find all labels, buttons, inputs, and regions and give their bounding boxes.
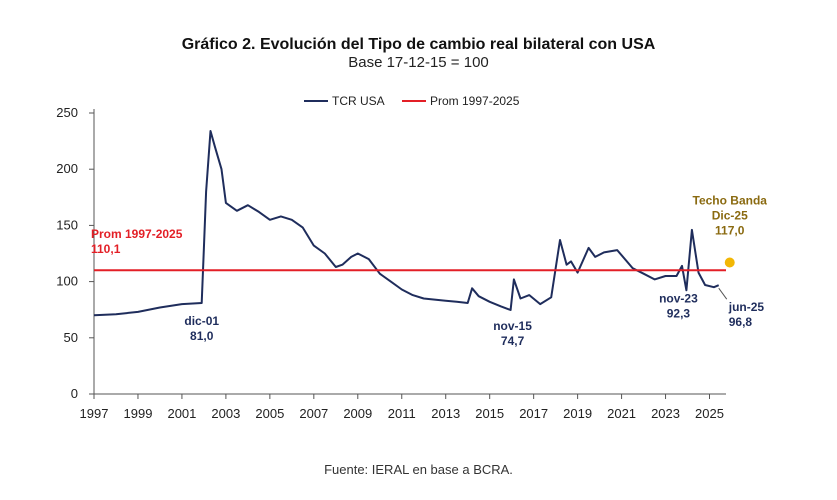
x-axis: 1997 1999 2001 2003 2005 2007 2009 2011 2013 2015… (80, 393, 726, 421)
chart-subtitle: Base 17-12-15 = 100 (348, 54, 489, 71)
x-tick-label: 2007 (299, 406, 328, 421)
annotation-label: nov-23 (659, 291, 698, 305)
x-tick-label: 2003 (211, 406, 240, 421)
y-tick-label: 150 (56, 217, 78, 232)
x-tick-label: 2011 (388, 406, 416, 421)
x-tick-label: 2013 (431, 406, 460, 421)
plot-area (93, 130, 726, 317)
annotation-leader-line (718, 287, 728, 300)
x-tick-label: 1999 (124, 406, 153, 421)
x-tick-label: 2009 (343, 406, 372, 421)
annotation-label: 74,7 (501, 334, 525, 348)
x-tick-label: 2023 (651, 406, 680, 421)
annotation-label: 117,0 (715, 223, 745, 237)
annotation-label: 110,1 (91, 242, 121, 256)
y-tick-label: 200 (56, 161, 78, 176)
x-tick-label: 2005 (255, 406, 284, 421)
annotation-label: Dic-25 (712, 208, 748, 222)
y-axis: 0 50 100 150 200 250 (56, 105, 95, 401)
techo-banda-marker (724, 257, 735, 268)
series-line-tcr-usa (93, 130, 720, 317)
annotation-label: dic-01 (184, 314, 219, 328)
annotation-label: 92,3 (667, 306, 691, 320)
legend-label-prom: Prom 1997-2025 (430, 94, 520, 108)
x-tick-label: 2001 (167, 406, 196, 421)
y-tick-label: 250 (56, 105, 78, 120)
x-tick-label: 2021 (607, 406, 636, 421)
x-tick-label: 1997 (80, 406, 109, 421)
source-note: Fuente: IERAL en base a BCRA. (324, 462, 513, 477)
y-tick-label: 50 (64, 330, 78, 345)
annotation-label: jun-25 (728, 300, 765, 314)
x-tick-label: 2017 (519, 406, 548, 421)
y-tick-label: 0 (71, 386, 78, 401)
legend-label-tcr-usa: TCR USA (332, 94, 385, 108)
annotation-label: nov-15 (493, 319, 532, 333)
x-tick-label: 2019 (563, 406, 592, 421)
chart-title: Gráfico 2. Evolución del Tipo de cambio … (181, 36, 656, 53)
annotation-label: 96,8 (729, 315, 753, 329)
x-tick-label: 2015 (475, 406, 504, 421)
y-tick-label: 100 (56, 274, 78, 289)
x-tick-label: 2025 (695, 406, 724, 421)
annotation-label: 81,0 (190, 329, 214, 343)
annotation-label: Prom 1997-2025 (91, 227, 183, 241)
annotation-label: Techo Banda (693, 193, 768, 207)
legend: TCR USA Prom 1997-2025 (304, 94, 520, 108)
